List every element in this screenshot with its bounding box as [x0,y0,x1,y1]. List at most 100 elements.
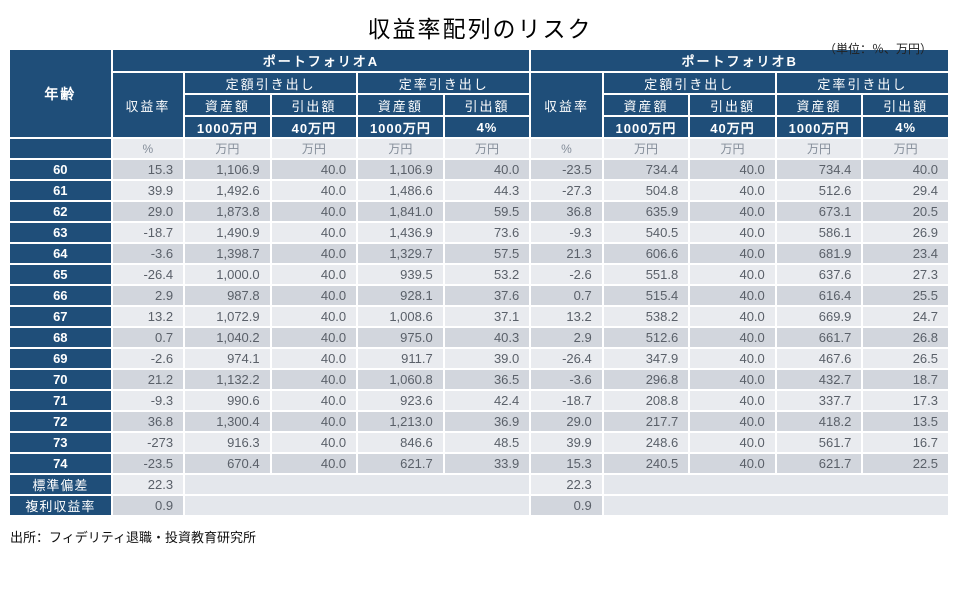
data-cell: 40.0 [271,349,357,368]
data-cell: 22.5 [863,454,948,473]
data-cell: 1,329.7 [358,244,443,263]
data-cell: 26.9 [863,223,948,242]
table-summary: 標準偏差 22.3 22.3 複利収益率 0.9 0.9 [10,475,948,515]
data-cell: -9.3 [531,223,602,242]
data-cell: 40.0 [690,223,775,242]
initial-asset-a-fixed-rate: 1000万円 [358,117,443,137]
data-cell: 734.4 [776,160,862,179]
data-cell: 36.8 [531,202,602,221]
data-cell: 17.3 [863,391,948,410]
data-cell: 36.8 [112,412,184,431]
data-cell: 928.1 [358,286,443,305]
data-cell: 418.2 [776,412,862,431]
data-cell: 40.0 [690,391,775,410]
data-cell: -18.7 [531,391,602,410]
unit-label: 万円 [603,139,689,158]
unit-label: 万円 [444,139,530,158]
data-cell: -27.3 [531,181,602,200]
asset-header: 資産額 [603,95,689,115]
age-cell: 63 [10,223,111,242]
age-cell: 73 [10,433,111,452]
data-cell: 40.0 [690,265,775,284]
data-cell: 40.0 [690,307,775,326]
data-cell: 432.7 [776,370,862,389]
table-row: 65 -26.4 1,000.0 40.0 939.5 53.2 -2.6 551.8 40.0… [10,265,948,284]
table-header: 年齢 ポートフォリオA ポートフォリオB 収益率 定額引き出し 定率引き出し 収… [10,50,948,158]
initial-asset-b-fixed-rate: 1000万円 [776,117,862,137]
data-cell: 40.0 [690,433,775,452]
data-cell: 20.5 [863,202,948,221]
data-cell: 39.0 [444,349,530,368]
data-cell: 974.1 [185,349,270,368]
unit-note: （単位：％、万円） [823,42,932,56]
data-cell: 29.4 [863,181,948,200]
data-cell: 40.0 [690,286,775,305]
data-cell: 48.5 [444,433,530,452]
unit-label: 万円 [690,139,775,158]
age-cell: 71 [10,391,111,410]
data-cell: 1,873.8 [185,202,270,221]
data-cell: 467.6 [776,349,862,368]
units-row-age-spacer [10,139,111,158]
data-cell: -3.6 [112,244,184,263]
unit-label: 万円 [863,139,948,158]
table-row: 60 15.3 1,106.9 40.0 1,106.9 40.0 -23.5 734.4 40… [10,160,948,179]
std-dev-label: 標準偏差 [10,475,111,494]
data-cell: 40.0 [863,160,948,179]
data-cell: 515.4 [603,286,689,305]
data-cell: 40.0 [690,454,775,473]
data-cell: 40.0 [271,181,357,200]
data-cell: 846.6 [358,433,443,452]
data-cell: 637.6 [776,265,862,284]
data-cell: 504.8 [603,181,689,200]
data-cell: 734.4 [603,160,689,179]
data-cell: 15.3 [531,454,602,473]
data-cell: 40.0 [690,328,775,347]
source-note: 出所：フィデリティ退職・投資教育研究所 [10,530,256,545]
data-cell: 40.0 [271,223,357,242]
data-cell: 561.7 [776,433,862,452]
data-cell: 40.0 [271,286,357,305]
data-cell: 40.0 [271,328,357,347]
initial-withdrawal-a-fixed-rate: 4% [444,117,530,137]
data-cell: 2.9 [531,328,602,347]
data-cell: 40.0 [690,160,775,179]
return-header-a: 収益率 [112,73,184,137]
table-row: 72 36.8 1,300.4 40.0 1,213.0 36.9 29.0 217.7 40.… [10,412,948,431]
data-cell: 40.0 [271,160,357,179]
data-cell: 40.0 [271,433,357,452]
data-cell: 1,008.6 [358,307,443,326]
std-dev-filler-b [603,475,948,494]
data-cell: 512.6 [603,328,689,347]
table-row: 63 -18.7 1,490.9 40.0 1,436.9 73.6 -9.3 540.5 40… [10,223,948,242]
data-cell: 1,106.9 [358,160,443,179]
table-row: 69 -2.6 974.1 40.0 911.7 39.0 -26.4 347.9 40.0 46… [10,349,948,368]
data-cell: 40.0 [271,244,357,263]
std-dev-filler-a [185,475,530,494]
data-cell: 635.9 [603,202,689,221]
data-cell: 21.3 [531,244,602,263]
initial-asset-a-fixed-amount: 1000万円 [185,117,270,137]
unit-label: % [531,139,602,158]
data-cell: 1,486.6 [358,181,443,200]
data-cell: 26.5 [863,349,948,368]
data-cell: 1,436.9 [358,223,443,242]
data-cell: 1,213.0 [358,412,443,431]
data-cell: 40.0 [690,181,775,200]
data-cell: 16.7 [863,433,948,452]
data-cell: 1,040.2 [185,328,270,347]
data-cell: 296.8 [603,370,689,389]
table-row: 71 -9.3 990.6 40.0 923.6 42.4 -18.7 208.8 40.0 33… [10,391,948,410]
data-cell: 1,490.9 [185,223,270,242]
data-cell: 37.6 [444,286,530,305]
data-cell: 347.9 [603,349,689,368]
age-cell: 64 [10,244,111,263]
data-cell: 975.0 [358,328,443,347]
data-cell: 42.4 [444,391,530,410]
data-cell: 240.5 [603,454,689,473]
age-cell: 62 [10,202,111,221]
data-cell: 1,072.9 [185,307,270,326]
header-row-measures: 資産額 引出額 資産額 引出額 資産額 引出額 資産額 引出額 [10,95,948,115]
data-cell: -23.5 [531,160,602,179]
data-cell: 40.0 [271,265,357,284]
